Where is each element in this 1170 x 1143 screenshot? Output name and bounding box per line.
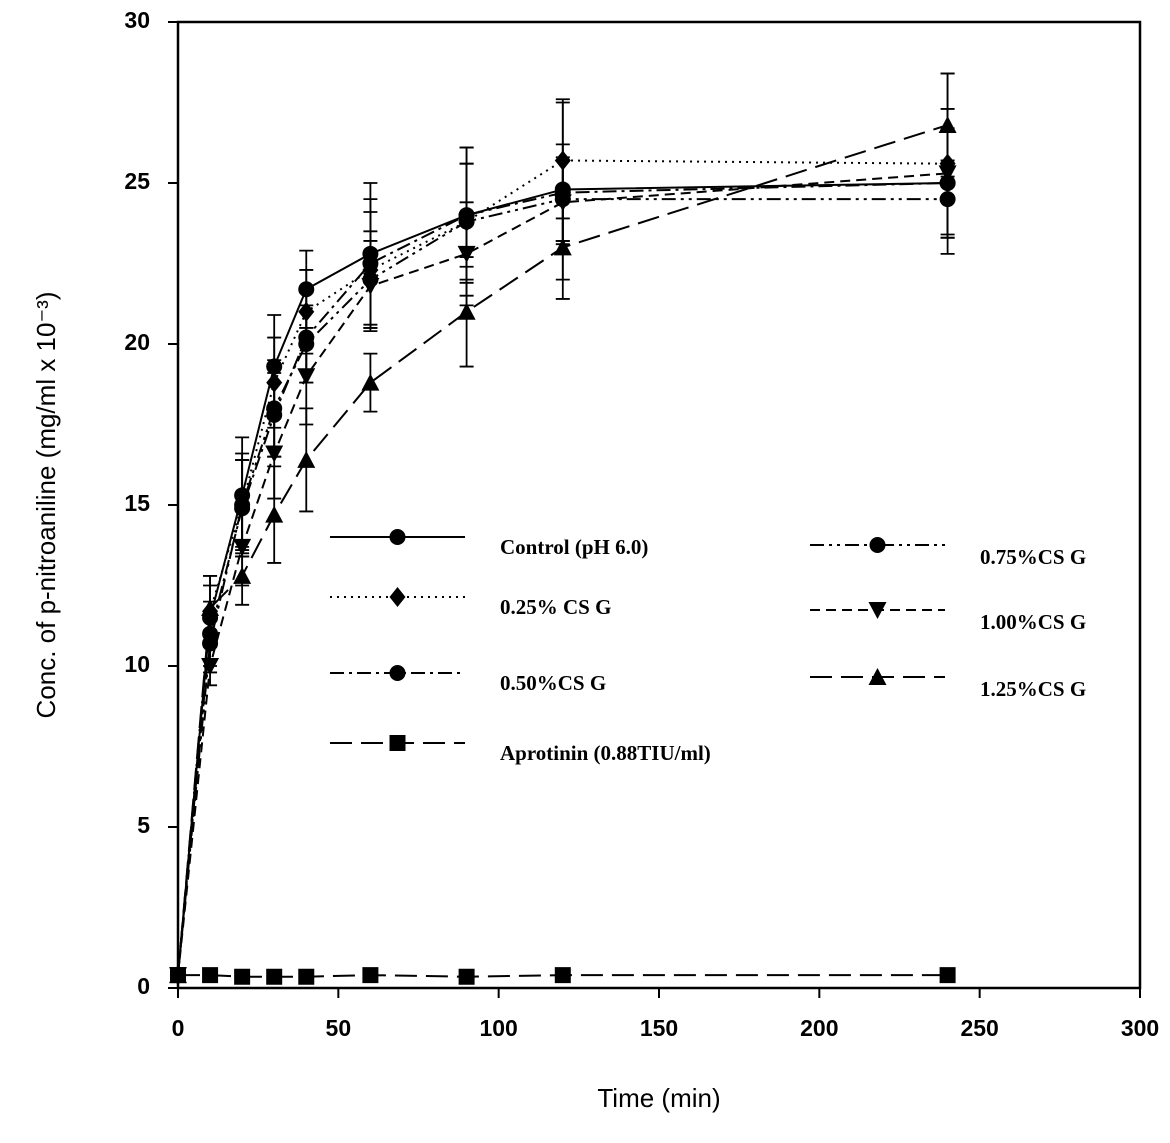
x-tick-label: 250 [960,1015,998,1041]
data-point [554,967,571,984]
data-point [361,278,380,296]
legend-marker [389,587,406,607]
legend-marker [868,668,887,685]
data-point [938,116,957,134]
data-point [202,967,219,984]
legend-marker [389,529,406,545]
y-axis-label: Conc. of p-nitroaniline (mg/ml x 10⁻³) [31,292,61,719]
data-point [234,968,251,985]
x-tick-label: 150 [640,1015,678,1041]
x-tick-label: 200 [800,1015,838,1041]
data-point [233,566,252,584]
series-line [177,198,948,976]
legend-marker [389,665,406,681]
legend-marker [869,537,886,553]
data-point [201,599,220,617]
y-tick-label: 20 [124,329,150,355]
legend-label: 0.25% CS G [500,595,611,619]
legend-label: Control (pH 6.0) [500,535,648,559]
x-tick-label: 300 [1121,1015,1159,1041]
y-tick-label: 15 [124,490,150,516]
data-point [265,505,284,523]
x-axis-label: Time (min) [597,1083,720,1113]
plot-frame [176,20,1142,990]
legend-label: Aprotinin (0.88TIU/ml) [500,741,711,765]
data-point [362,967,379,984]
legend-marker [389,735,406,751]
y-tick-label: 10 [124,651,150,677]
legend-label: 1.25%CS G [980,677,1086,701]
data-point [457,302,476,320]
x-tick-label: 0 [172,1015,185,1041]
data-point [265,445,284,463]
data-point [297,450,316,468]
legend-marker [868,602,887,619]
data-point [553,238,572,256]
x-tick-label: 50 [326,1015,352,1041]
legend-label: 0.75%CS G [980,545,1086,569]
data-point [169,966,187,984]
legend-label: 0.50%CS G [500,671,606,695]
data-point [266,968,283,985]
legend-label: 1.00%CS G [980,610,1086,634]
y-tick-label: 25 [124,168,150,194]
data-point [297,368,316,386]
series-line [177,182,948,976]
y-tick-label: 30 [124,7,150,33]
data-point [458,968,475,985]
y-tick-label: 5 [137,812,150,838]
y-tick-label: 0 [137,973,150,999]
data-point [298,968,315,985]
data-point [939,967,956,984]
series-line [177,182,948,976]
x-tick-label: 100 [479,1015,517,1041]
data-point [361,373,380,391]
data-point [457,245,476,263]
